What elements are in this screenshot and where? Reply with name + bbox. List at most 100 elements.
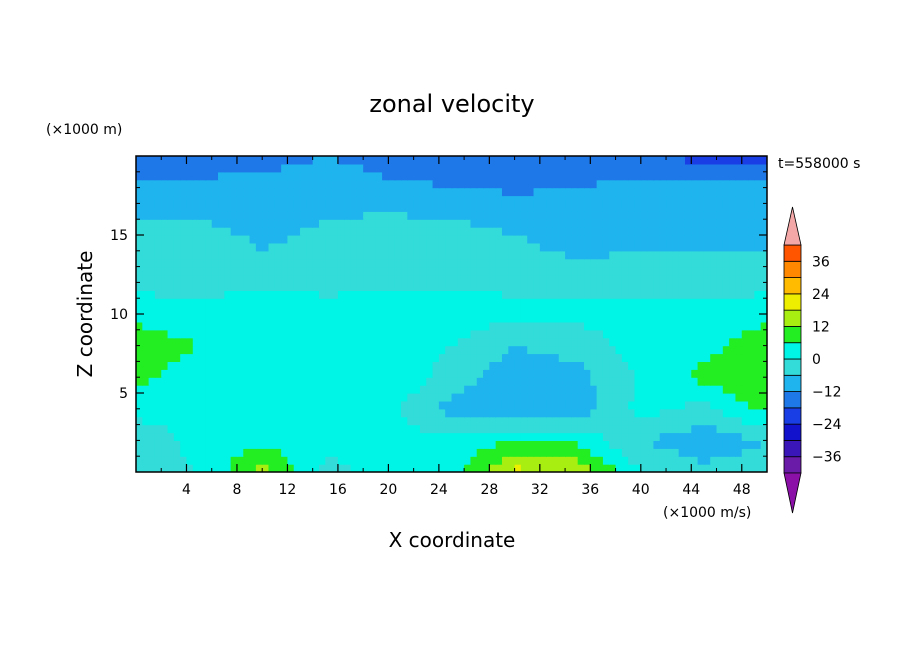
field-cell	[495, 187, 503, 197]
field-cell	[394, 282, 402, 291]
field-cell	[337, 432, 345, 441]
field-cell	[287, 266, 295, 276]
field-cell	[312, 345, 320, 355]
field-cell	[653, 361, 661, 370]
field-cell	[312, 424, 320, 434]
field-cell	[306, 306, 314, 315]
field-cell	[514, 361, 522, 370]
field-cell	[508, 282, 516, 291]
field-cell	[489, 250, 497, 260]
field-cell	[262, 306, 270, 315]
field-cell	[602, 456, 610, 465]
field-cell	[609, 353, 617, 362]
field-cell	[615, 187, 623, 197]
field-cell	[192, 424, 200, 434]
field-cell	[293, 266, 301, 276]
field-cell	[281, 321, 289, 331]
field-cell	[571, 456, 579, 465]
field-cell	[136, 456, 143, 465]
field-cell	[369, 203, 377, 212]
field-cell	[710, 464, 718, 472]
field-cell	[375, 171, 383, 181]
field-cell	[388, 242, 396, 252]
field-cell	[318, 242, 326, 252]
field-cell	[476, 163, 484, 173]
field-cell	[312, 203, 320, 212]
field-cell	[684, 203, 692, 212]
field-cell	[647, 432, 655, 441]
field-cell	[224, 345, 232, 355]
field-cell	[628, 195, 636, 204]
field-cell	[293, 163, 301, 173]
field-cell	[236, 385, 244, 394]
field-cell	[230, 456, 238, 465]
field-cell	[640, 179, 648, 189]
field-cell	[438, 235, 446, 244]
field-cell	[180, 156, 188, 165]
field-cell	[369, 408, 377, 418]
field-cell	[514, 298, 522, 307]
field-cell	[577, 282, 585, 291]
field-cell	[173, 314, 181, 323]
field-cell	[205, 195, 213, 204]
field-cell	[344, 235, 352, 244]
field-cell	[596, 156, 604, 165]
field-cell	[167, 274, 175, 283]
field-cell	[628, 393, 636, 402]
field-cell	[634, 400, 642, 410]
field-cell	[748, 179, 755, 189]
field-cell	[495, 290, 503, 299]
field-cell	[722, 282, 730, 291]
field-cell	[666, 266, 673, 276]
field-cell	[382, 329, 389, 339]
field-cell	[703, 179, 711, 189]
field-cell	[760, 377, 767, 386]
field-cell	[501, 156, 509, 165]
field-cell	[331, 227, 339, 236]
field-cell	[413, 179, 421, 189]
field-cell	[533, 282, 541, 291]
field-cell	[527, 171, 535, 181]
field-cell	[697, 266, 705, 276]
field-cell	[161, 171, 169, 181]
field-cell	[584, 456, 591, 465]
field-cell	[577, 266, 585, 276]
field-cell	[659, 353, 667, 362]
field-cell	[394, 274, 402, 283]
field-cell	[697, 464, 705, 472]
field-cell	[287, 314, 295, 323]
field-cell	[520, 321, 528, 331]
field-cell	[741, 298, 749, 307]
field-cell	[457, 250, 465, 260]
field-cell	[666, 187, 673, 197]
field-cell	[457, 306, 465, 315]
field-cell	[457, 464, 465, 472]
field-cell	[331, 321, 339, 331]
field-cell	[539, 195, 547, 204]
field-cell	[640, 156, 648, 165]
field-cell	[584, 211, 591, 220]
field-cell	[602, 432, 610, 441]
field-cell	[236, 290, 244, 299]
field-cell	[186, 163, 194, 173]
field-cell	[565, 337, 572, 347]
field-cell	[489, 385, 497, 394]
field-cell	[356, 321, 364, 331]
field-cell	[546, 156, 554, 165]
field-cell	[729, 250, 737, 260]
field-cell	[173, 377, 181, 386]
field-cell	[514, 156, 522, 165]
field-cell	[375, 187, 383, 197]
field-cell	[584, 440, 591, 449]
field-cell	[571, 235, 579, 244]
field-cell	[596, 250, 604, 260]
field-cell	[565, 163, 572, 173]
field-cell	[350, 416, 358, 426]
field-cell	[419, 408, 427, 418]
field-cell	[325, 456, 333, 465]
field-cell	[457, 329, 465, 339]
field-cell	[274, 156, 282, 165]
field-cell	[666, 290, 673, 299]
field-cell	[457, 432, 465, 441]
field-cell	[382, 345, 389, 355]
